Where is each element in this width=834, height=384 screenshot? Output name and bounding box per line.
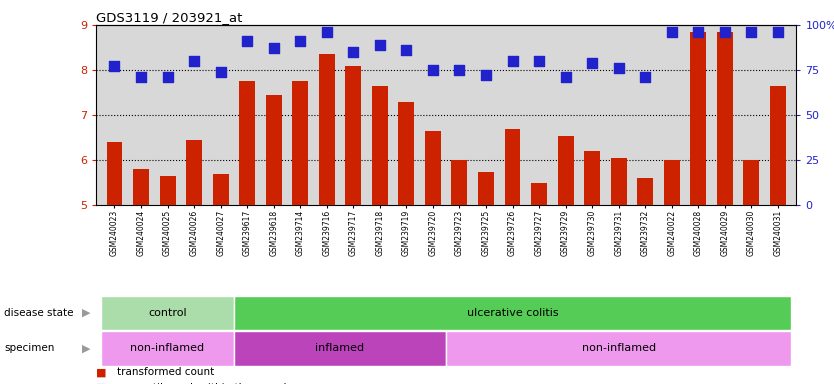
- Text: non-inflamed: non-inflamed: [130, 343, 204, 353]
- Point: [745, 29, 758, 35]
- Point: [161, 74, 174, 80]
- Point: [214, 69, 228, 75]
- Text: inflamed: inflamed: [315, 343, 364, 353]
- Text: non-inflamed: non-inflamed: [581, 343, 656, 353]
- Point: [108, 63, 121, 69]
- Text: control: control: [148, 308, 187, 318]
- Bar: [664, 161, 680, 205]
- Text: ▶: ▶: [82, 343, 90, 353]
- Bar: [637, 179, 653, 205]
- Bar: [451, 161, 467, 205]
- Point: [665, 29, 678, 35]
- Bar: [446, 331, 791, 366]
- Bar: [478, 172, 494, 205]
- Bar: [266, 95, 282, 205]
- Bar: [345, 66, 361, 205]
- Bar: [372, 86, 388, 205]
- Text: GDS3119 / 203921_at: GDS3119 / 203921_at: [96, 11, 243, 24]
- Bar: [234, 296, 791, 330]
- Bar: [213, 174, 229, 205]
- Point: [134, 74, 148, 80]
- Text: percentile rank within the sample: percentile rank within the sample: [117, 383, 293, 384]
- Bar: [770, 86, 786, 205]
- Bar: [584, 151, 600, 205]
- Point: [399, 47, 413, 53]
- Point: [585, 60, 599, 66]
- Point: [771, 29, 785, 35]
- Bar: [292, 81, 309, 205]
- Text: ■: ■: [96, 383, 107, 384]
- Point: [188, 58, 201, 64]
- Point: [267, 45, 280, 51]
- Point: [373, 42, 386, 48]
- Bar: [319, 54, 334, 205]
- Point: [506, 58, 520, 64]
- Point: [453, 67, 466, 73]
- Point: [426, 67, 440, 73]
- Point: [347, 49, 360, 55]
- Bar: [399, 102, 414, 205]
- Bar: [531, 183, 547, 205]
- Bar: [101, 331, 234, 366]
- Point: [691, 29, 705, 35]
- Bar: [101, 296, 234, 330]
- Text: specimen: specimen: [4, 343, 54, 353]
- Point: [294, 38, 307, 44]
- Bar: [558, 136, 574, 205]
- Text: disease state: disease state: [4, 308, 73, 318]
- Point: [320, 29, 334, 35]
- Bar: [159, 176, 175, 205]
- Bar: [234, 331, 446, 366]
- Bar: [691, 32, 706, 205]
- Bar: [743, 161, 759, 205]
- Bar: [133, 169, 149, 205]
- Point: [718, 29, 731, 35]
- Text: ▶: ▶: [82, 308, 90, 318]
- Point: [480, 71, 493, 78]
- Text: ulcerative colitis: ulcerative colitis: [467, 308, 558, 318]
- Point: [532, 58, 545, 64]
- Bar: [239, 81, 255, 205]
- Text: transformed count: transformed count: [117, 367, 214, 377]
- Bar: [717, 32, 733, 205]
- Text: ■: ■: [96, 367, 107, 377]
- Point: [240, 38, 254, 44]
- Bar: [186, 140, 202, 205]
- Point: [612, 65, 626, 71]
- Bar: [610, 158, 626, 205]
- Point: [559, 74, 572, 80]
- Bar: [505, 129, 520, 205]
- Bar: [107, 142, 123, 205]
- Point: [639, 74, 652, 80]
- Bar: [425, 131, 441, 205]
